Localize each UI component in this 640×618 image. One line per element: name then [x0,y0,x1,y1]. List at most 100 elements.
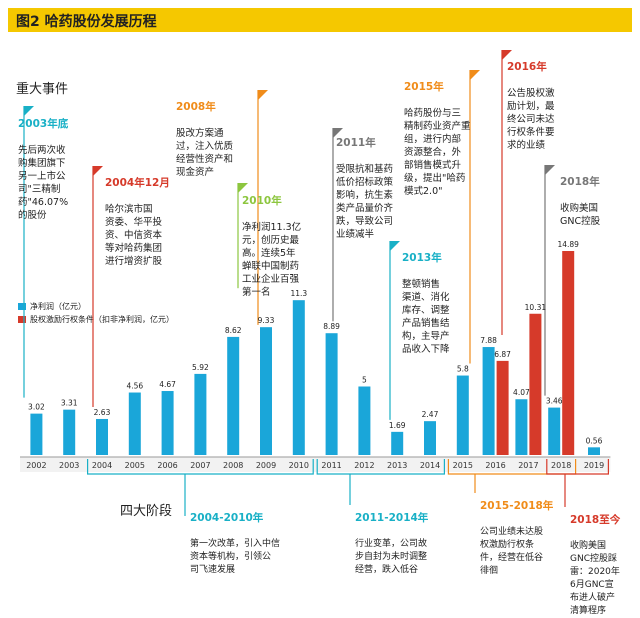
label-net-profit-2014: 2.47 [422,410,439,419]
legend-label-exercise-condition: 股权激励行权条件（扣非净利润，亿元） [30,315,174,324]
event-2003-text: 先后两次收 购集团旗下 另一上市公 司"三精制 药"46.07% 的股份 [18,145,69,221]
event-2015-year: 2015年 [404,81,444,93]
stage-2011-2014-year: 2011-2014年 [355,512,429,524]
label-net-profit-2015: 5.8 [457,365,469,374]
bar-net-profit-2015 [456,375,469,455]
label-net-profit-2004: 2.63 [94,408,111,417]
event-2011: 2011年 受限抗和基药 低价招标政策 影响，抗生素 类产品量价齐 跌，导致公司… [336,123,408,241]
label-exercise-2017: 10.31 [525,303,547,312]
event-2016-text: 公告股权激 励计划，最 终公司未达 行权条件要 求的业绩 [507,88,555,151]
event-flag-0 [24,106,34,116]
stage-2018-now: 2018至今 收购美国 GNC控股踩 雷：2020年 6月GNC宣 布进人破产 … [570,500,636,618]
tick-2016: 2016 [485,461,505,470]
bar-net-profit-2019 [588,447,600,455]
legend-label-net-profit: 净利润（亿元） [30,302,86,311]
legend-exercise-condition: 股权激励行权条件（扣非净利润，亿元） [18,314,174,325]
tick-2018: 2018 [551,461,571,470]
event-2010-year: 2010年 [242,195,282,207]
chart: 3.02 3.31 2.63 4.56 4.67 5.92 8.62 9.33 11.3 8.89… [20,50,611,516]
title-bar: 图2 哈药股份发展历程 [8,8,632,32]
bar-exercise-2018 [562,251,575,455]
label-net-profit-2013: 1.69 [389,421,406,430]
event-2013: 2013年 整顿销售 渠道、消化 库存、调整 产品销售结 构，主导产 品收入下降 [402,238,466,356]
tick-2007: 2007 [190,461,210,470]
label-net-profit-2009: 9.33 [258,316,275,325]
stage-bracket-0 [87,459,314,475]
legend-swatch-red [18,316,26,323]
label-net-profit-2018: 3.46 [546,397,563,406]
bar-exercise-2016 [496,360,509,455]
event-2013-year: 2013年 [402,252,442,264]
stages-heading: 四大阶段 [120,504,173,519]
timeline-band [20,457,611,472]
event-flag-2 [258,90,268,100]
stage-bracket-3 [546,459,609,475]
event-2018: 2018年 收购美国 GNC控股 [560,162,624,228]
tick-2017: 2017 [518,461,538,470]
event-flag-7 [502,50,512,60]
bar-net-profit-2016 [482,347,495,455]
event-2018-year: 2018年 [560,176,600,188]
bar-net-profit-2013 [391,431,404,455]
event-2008: 2008年 股改方案通 过，注入优质 经营性资产和 现金资产 [176,87,256,179]
legend-net-profit: 净利润（亿元） [18,301,86,312]
event-flag-6 [470,70,480,80]
label-net-profit-2011: 8.89 [323,322,340,331]
bar-net-profit-2011 [325,333,338,455]
tick-2003: 2003 [59,461,79,470]
bar-net-profit-2018 [548,407,561,455]
events-heading: 重大事件 [16,82,69,97]
stage-2018-now-text: 收购美国 GNC控股踩 雷：2020年 6月GNC宣 布进人破产 清算程序 [570,541,620,616]
event-2010-text: 净利润11.3亿 元，创历史最 高。连续5年 蝉联中国制药 工业企业百强 第一名 [242,222,302,298]
tick-2005: 2005 [125,461,145,470]
label-exercise-2016: 6.87 [494,350,511,359]
event-2003: 2003年底 先后两次收 购集团旗下 另一上市公 司"三精制 药"46.07% … [18,104,100,222]
event-flag-4 [333,128,343,138]
tick-2011: 2011 [321,461,341,470]
label-net-profit-2007: 5.92 [192,363,209,372]
event-2003-year: 2003年底 [18,118,69,130]
tick-2004: 2004 [92,461,112,470]
tick-2015: 2015 [453,461,473,470]
tick-2019: 2019 [584,461,604,470]
event-2015-text: 哈药股份与三 精制药业资产重 组，进行内部 资源整合，外 部销售模式升 级，提出… [404,108,471,197]
tick-2012: 2012 [354,461,374,470]
event-flag-8 [545,165,555,175]
label-net-profit-2010: 11.3 [290,289,307,298]
label-net-profit-2002: 3.02 [28,403,45,412]
stage-2004-2010-year: 2004-2010年 [190,512,264,524]
bar-net-profit-2004 [96,418,108,455]
bar-net-profit-2009 [260,327,272,455]
event-flag-1 [93,166,103,176]
stage-bracket-1 [316,459,445,475]
bar-net-profit-2006 [161,391,174,455]
bar-net-profit-2007 [194,373,207,455]
event-2015: 2015年 哈药股份与三 精制药业资产重 组，进行内部 资源整合，外 部销售模式… [404,67,490,198]
bar-net-profit-2003 [63,409,76,455]
tick-2002: 2002 [26,461,46,470]
event-2013-text: 整顿销售 渠道、消化 库存、调整 产品销售结 构，主导产 品收入下降 [402,279,450,355]
event-2011-text: 受限抗和基药 低价招标政策 影响，抗生素 类产品量价齐 跌，导致公司 业绩减半 [336,164,394,240]
event-flag-3 [238,183,248,193]
event-2011-year: 2011年 [336,137,376,149]
bar-net-profit-2008 [227,336,240,455]
event-2008-text: 股改方案通 过，注入优质 经营性资产和 现金资产 [176,128,234,178]
tick-2010: 2010 [289,461,309,470]
legend-swatch-blue [18,303,26,310]
bar-net-profit-2010 [292,300,305,455]
bar-net-profit-2012 [358,386,371,455]
tick-2008: 2008 [223,461,243,470]
figure-title: 图2 哈药股份发展历程 [16,14,157,30]
event-2016: 2016年 公告股权激 励计划，最 终公司未达 行权条件要 求的业绩 [507,47,577,152]
label-net-profit-2006: 4.67 [159,380,176,389]
label-exercise-2018: 14.89 [557,240,579,249]
bar-net-profit-2017 [515,399,528,455]
label-net-profit-2005: 4.56 [126,382,143,391]
stage-bracket-2 [447,459,577,475]
event-2004-text: 哈尔滨市国 资委、华平投 资、中信资本 等对哈药集团 进行增资扩股 [105,204,163,267]
bar-net-profit-2002 [30,413,43,455]
event-2004: 2004年12月 哈尔滨市国 资委、华平投 资、中信资本 等对哈药集团 进行增资… [105,163,177,268]
event-2010: 2010年 净利润11.3亿 元，创历史最 高。连续5年 蝉联中国制药 工业企业… [242,181,324,299]
stage-2011-2014-text: 行业变革，公司故 步自封为未时调整 经营，跌入低谷 [355,539,428,575]
label-net-profit-2016: 7.88 [480,336,497,345]
